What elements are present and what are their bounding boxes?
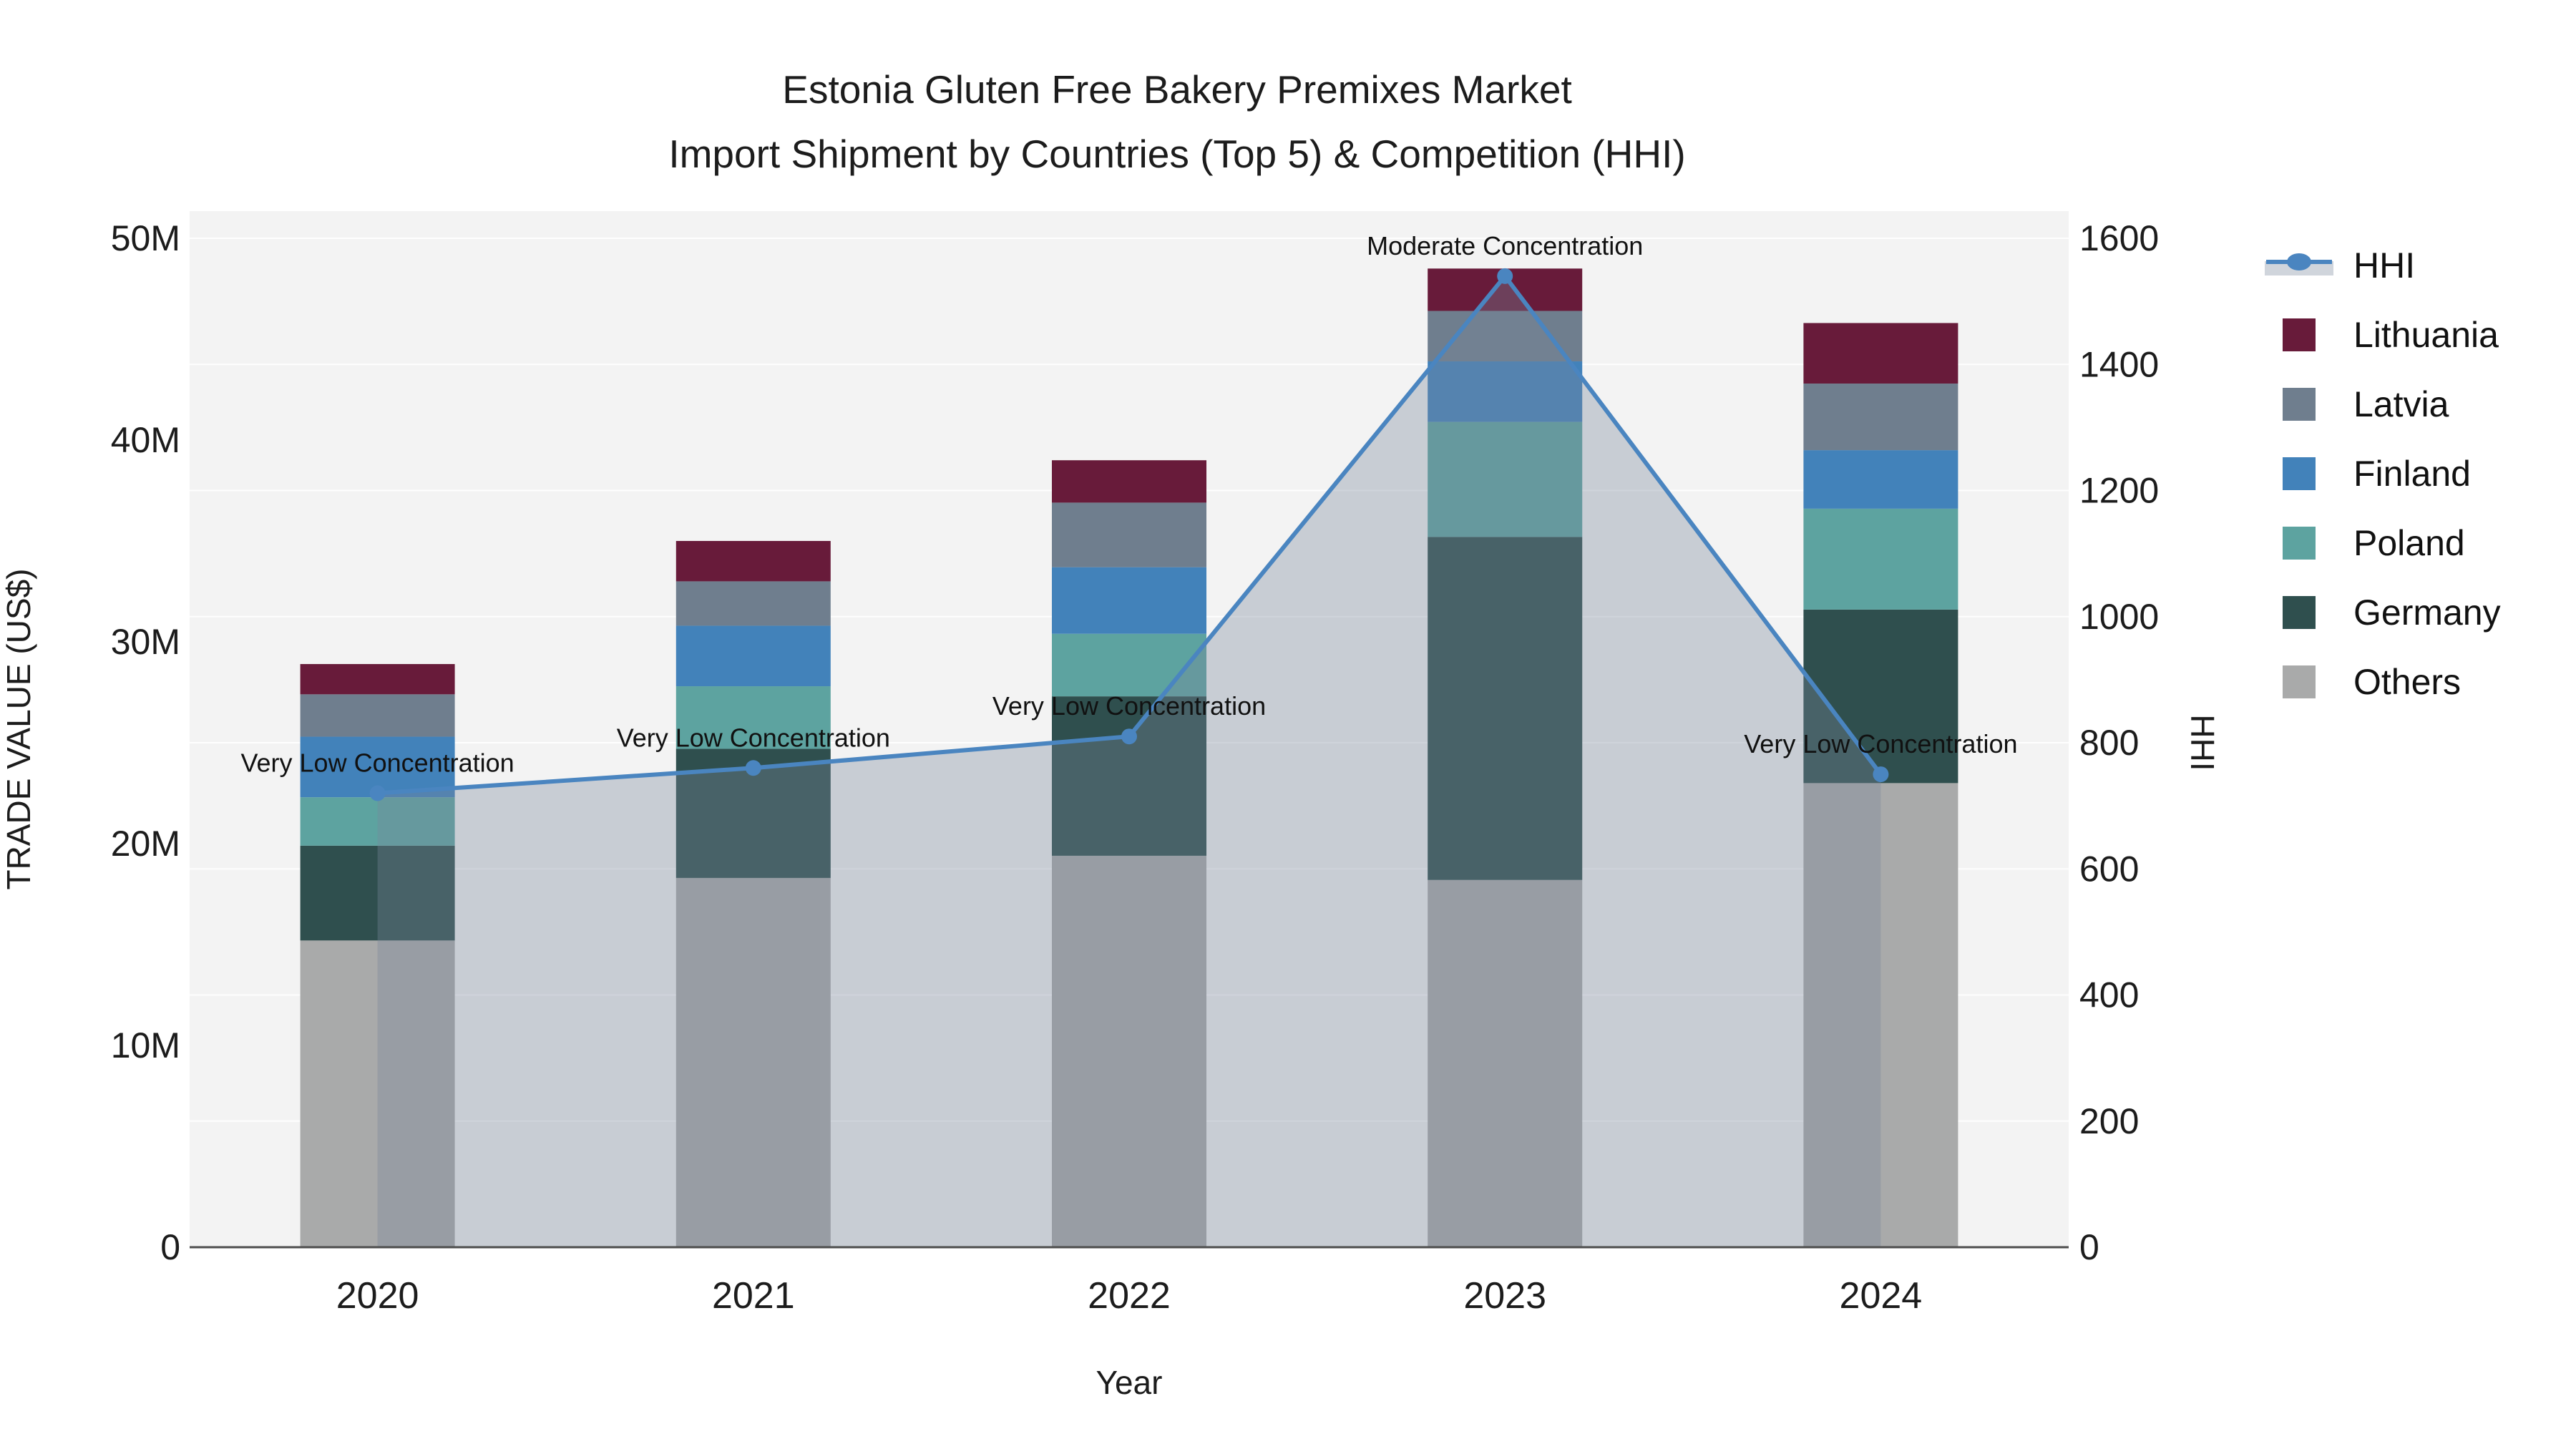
annotation-2022: Very Low Concentration: [992, 691, 1266, 721]
annotation-2024: Very Low Concentration: [1744, 729, 2017, 758]
latvia-swatch-icon: [2265, 387, 2333, 421]
bar-segment-latvia-2020[interactable]: [300, 694, 455, 737]
germany-swatch-icon: [2265, 595, 2333, 629]
y-right-tick-label: 400: [2079, 975, 2139, 1015]
y-right-tick-label: 1600: [2079, 218, 2159, 258]
y-right-tick-label: 800: [2079, 723, 2139, 763]
y-right-tick-label: 600: [2079, 849, 2139, 889]
y-left-tick-label: 50M: [111, 218, 180, 258]
legend-label: Poland: [2353, 522, 2465, 563]
y-right-tick-label: 1200: [2079, 471, 2159, 511]
poland-swatch-icon: [2265, 526, 2333, 560]
title-line-2: Import Shipment by Countries (Top 5) & C…: [668, 132, 1686, 176]
annotation-2020: Very Low Concentration: [240, 748, 514, 778]
x-tick-label-2022: 2022: [1088, 1275, 1171, 1317]
bar-segment-finland-2024[interactable]: [1803, 450, 1958, 509]
bar-segment-germany-2020[interactable]: [300, 845, 455, 941]
x-tick-label-2024: 2024: [1840, 1275, 1923, 1317]
legend-item-germany[interactable]: Germany: [2265, 577, 2501, 647]
hhi-line-icon: [2265, 250, 2333, 281]
bar-segment-others-2020[interactable]: [300, 940, 455, 1247]
y-left-axis-title: TRADE VALUE (US$): [0, 568, 37, 889]
legend-label: Others: [2353, 661, 2462, 702]
bar-segment-finland-2023[interactable]: [1428, 361, 1583, 422]
legend-item-hhi[interactable]: HHI: [2265, 230, 2501, 300]
hhi-marker-2021[interactable]: [745, 760, 761, 776]
bar-segment-lithuania-2021[interactable]: [675, 541, 831, 582]
hhi-marker-2024[interactable]: [1873, 766, 1889, 783]
legend-label: Latvia: [2353, 384, 2449, 424]
bar-segment-poland-2023[interactable]: [1428, 421, 1583, 537]
bar-segment-others-2021[interactable]: [675, 877, 831, 1247]
bar-segment-lithuania-2022[interactable]: [1052, 460, 1206, 503]
legend-label: HHI: [2353, 245, 2416, 286]
bar-segment-germany-2023[interactable]: [1428, 537, 1583, 880]
legend-label: Finland: [2353, 453, 2471, 494]
hhi-marker-2022[interactable]: [1121, 728, 1137, 745]
legend-label: Germany: [2353, 592, 2501, 633]
y-right-axis-title: HHI: [2184, 714, 2221, 771]
y-right-tick-label: 1400: [2079, 344, 2159, 384]
legend-item-finland[interactable]: Finland: [2265, 439, 2501, 508]
bar-segment-latvia-2021[interactable]: [675, 581, 831, 626]
legend-item-others[interactable]: Others: [2265, 647, 2501, 716]
annotation-2021: Very Low Concentration: [617, 723, 890, 752]
legend: HHI Lithuania Latvia Finland Poland Germ…: [2265, 230, 2501, 716]
title-line-1: Estonia Gluten Free Bakery Premixes Mark…: [782, 67, 1572, 112]
y-left-tick-label: 0: [160, 1227, 180, 1267]
legend-label: Lithuania: [2353, 314, 2499, 355]
y-left-tick-label: 10M: [111, 1025, 180, 1065]
x-tick-label-2021: 2021: [712, 1275, 795, 1317]
x-axis-title: Year: [1096, 1364, 1163, 1401]
bar-segment-others-2024[interactable]: [1803, 783, 1958, 1247]
legend-item-latvia[interactable]: Latvia: [2265, 369, 2501, 439]
bar-segment-others-2023[interactable]: [1428, 879, 1583, 1247]
bar-segment-poland-2021[interactable]: [675, 686, 831, 749]
bar-segment-lithuania-2024[interactable]: [1803, 323, 1958, 384]
chart-title: Estonia Gluten Free Bakery Premixes Mark…: [0, 57, 2354, 186]
annotation-2023: Moderate Concentration: [1367, 231, 1643, 260]
bar-segment-germany-2022[interactable]: [1052, 696, 1206, 856]
bar-segment-finland-2021[interactable]: [675, 625, 831, 687]
hhi-marker-2023[interactable]: [1497, 268, 1513, 284]
x-tick-label-2023: 2023: [1463, 1275, 1546, 1317]
bar-segment-germany-2024[interactable]: [1803, 609, 1958, 784]
bar-segment-lithuania-2020[interactable]: [300, 664, 455, 695]
hhi-marker-2020[interactable]: [369, 785, 386, 801]
bar-segment-latvia-2022[interactable]: [1052, 502, 1206, 567]
bar-segment-poland-2024[interactable]: [1803, 508, 1958, 610]
finland-swatch-icon: [2265, 457, 2333, 490]
hhi-area-fill: [377, 275, 1881, 1247]
x-tick-label-2020: 2020: [336, 1275, 419, 1317]
bar-segment-finland-2022[interactable]: [1052, 567, 1206, 634]
y-left-tick-label: 40M: [111, 420, 180, 460]
legend-item-poland[interactable]: Poland: [2265, 508, 2501, 577]
y-left-tick-label: 30M: [111, 622, 180, 662]
legend-item-lithuania[interactable]: Lithuania: [2265, 300, 2501, 369]
bar-segment-latvia-2024[interactable]: [1803, 384, 1958, 451]
bar-segment-poland-2020[interactable]: [300, 797, 455, 846]
y-left-tick-label: 20M: [111, 824, 180, 864]
bar-segment-poland-2022[interactable]: [1052, 633, 1206, 697]
y-right-tick-label: 0: [2079, 1227, 2099, 1267]
y-right-tick-label: 1000: [2079, 597, 2159, 637]
lithuania-swatch-icon: [2265, 318, 2333, 351]
y-right-tick-label: 200: [2079, 1101, 2139, 1141]
others-swatch-icon: [2265, 665, 2333, 698]
bar-segment-others-2022[interactable]: [1052, 855, 1206, 1247]
